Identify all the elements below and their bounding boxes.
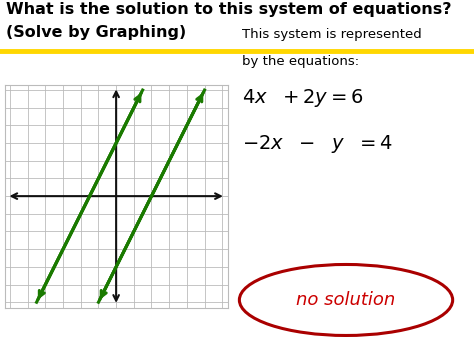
Text: What is the solution to this system of equations?: What is the solution to this system of e… xyxy=(6,2,451,17)
Text: by the equations:: by the equations: xyxy=(242,55,359,68)
Text: This system is represented: This system is represented xyxy=(242,28,421,42)
Text: (Solve by Graphing): (Solve by Graphing) xyxy=(6,25,186,40)
Text: $-2x\ \ -\ \ y\ \ = 4$: $-2x\ \ -\ \ y\ \ = 4$ xyxy=(242,133,393,155)
Text: $4x\ \ + 2y = 6$: $4x\ \ + 2y = 6$ xyxy=(242,87,363,109)
Text: no solution: no solution xyxy=(296,291,396,309)
